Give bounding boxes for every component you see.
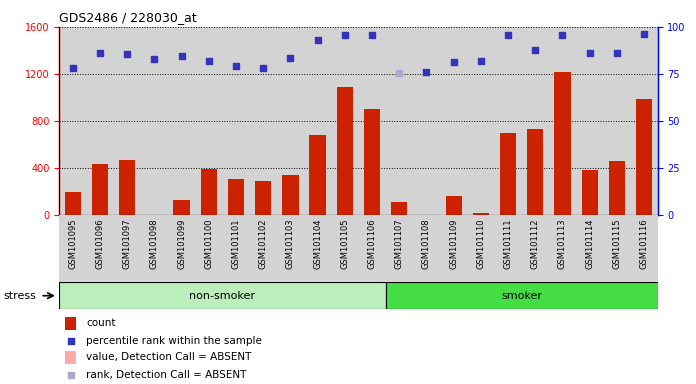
Text: rank, Detection Call = ABSENT: rank, Detection Call = ABSENT — [86, 370, 246, 380]
Bar — [473, 213, 489, 215]
Point — [638, 31, 649, 37]
Text: GSM101110: GSM101110 — [476, 218, 485, 269]
Bar — [500, 133, 516, 215]
Point — [557, 32, 568, 38]
Text: GSM101106: GSM101106 — [367, 218, 377, 269]
Bar — [554, 71, 571, 215]
Bar — [310, 135, 326, 215]
Point — [448, 59, 459, 65]
Point — [68, 65, 79, 71]
Bar — [65, 192, 81, 215]
Text: GSM101109: GSM101109 — [449, 218, 458, 269]
Point — [176, 53, 187, 60]
Text: GSM101098: GSM101098 — [150, 218, 159, 269]
Text: count: count — [86, 318, 116, 328]
Bar — [391, 202, 407, 215]
Point — [65, 372, 76, 378]
Bar — [445, 196, 462, 215]
Text: GSM101113: GSM101113 — [558, 218, 567, 269]
Point — [149, 56, 160, 62]
Bar — [364, 109, 380, 215]
Point — [394, 70, 405, 76]
Text: GSM101099: GSM101099 — [177, 218, 186, 269]
Point — [367, 32, 378, 38]
Bar — [65, 317, 76, 330]
Bar — [59, 282, 386, 309]
Point — [230, 63, 242, 69]
Text: GSM101095: GSM101095 — [68, 218, 77, 269]
Text: GSM101105: GSM101105 — [340, 218, 349, 269]
Bar — [65, 351, 76, 364]
Point — [95, 50, 106, 56]
Bar — [255, 181, 271, 215]
Point — [475, 58, 487, 64]
Text: value, Detection Call = ABSENT: value, Detection Call = ABSENT — [86, 353, 251, 362]
Bar — [337, 87, 353, 215]
Text: GSM101116: GSM101116 — [640, 218, 649, 269]
Point — [122, 51, 133, 57]
Bar — [283, 175, 299, 215]
Bar — [92, 164, 108, 215]
Text: GSM101114: GSM101114 — [585, 218, 594, 269]
Point — [503, 32, 514, 38]
Bar — [119, 160, 135, 215]
Text: GSM101096: GSM101096 — [95, 218, 104, 269]
Text: smoker: smoker — [501, 291, 542, 301]
Text: GSM101101: GSM101101 — [232, 218, 241, 269]
Text: non-smoker: non-smoker — [189, 291, 255, 301]
Point — [65, 338, 76, 344]
Point — [312, 37, 323, 43]
Point — [584, 50, 595, 56]
Text: GSM101100: GSM101100 — [205, 218, 213, 269]
Bar — [173, 200, 190, 215]
Text: GSM101097: GSM101097 — [122, 218, 132, 269]
Text: GSM101112: GSM101112 — [531, 218, 540, 269]
Bar — [636, 99, 652, 215]
Bar — [527, 129, 544, 215]
Text: stress: stress — [3, 291, 36, 301]
Text: percentile rank within the sample: percentile rank within the sample — [86, 336, 262, 346]
Bar — [386, 282, 658, 309]
Bar — [228, 179, 244, 215]
Point — [285, 55, 296, 61]
Text: GSM101115: GSM101115 — [612, 218, 622, 269]
Text: GSM101103: GSM101103 — [286, 218, 295, 269]
Bar — [582, 170, 598, 215]
Text: GSM101107: GSM101107 — [395, 218, 404, 269]
Point — [530, 47, 541, 53]
Text: GSM101102: GSM101102 — [259, 218, 268, 269]
Point — [258, 65, 269, 71]
Point — [611, 50, 622, 56]
Text: GDS2486 / 228030_at: GDS2486 / 228030_at — [59, 12, 197, 25]
Point — [203, 58, 214, 64]
Bar — [609, 161, 625, 215]
Text: GSM101111: GSM101111 — [504, 218, 512, 269]
Bar — [200, 169, 217, 215]
Point — [339, 32, 350, 38]
Text: GSM101108: GSM101108 — [422, 218, 431, 269]
Text: GSM101104: GSM101104 — [313, 218, 322, 269]
Point — [421, 69, 432, 75]
